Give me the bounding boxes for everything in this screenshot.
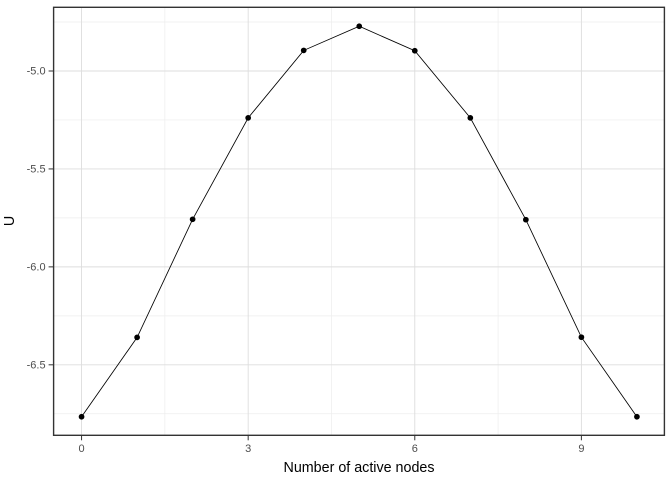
svg-text:-5.5: -5.5 (27, 163, 46, 175)
svg-text:0: 0 (78, 443, 84, 455)
svg-text:U: U (2, 216, 18, 226)
svg-text:-6.0: -6.0 (27, 261, 46, 273)
svg-text:-5.0: -5.0 (27, 66, 46, 78)
svg-text:Number of active nodes: Number of active nodes (284, 460, 435, 476)
svg-text:-6.5: -6.5 (27, 359, 46, 371)
svg-text:9: 9 (578, 443, 584, 455)
svg-text:3: 3 (245, 443, 251, 455)
svg-text:6: 6 (412, 443, 418, 455)
